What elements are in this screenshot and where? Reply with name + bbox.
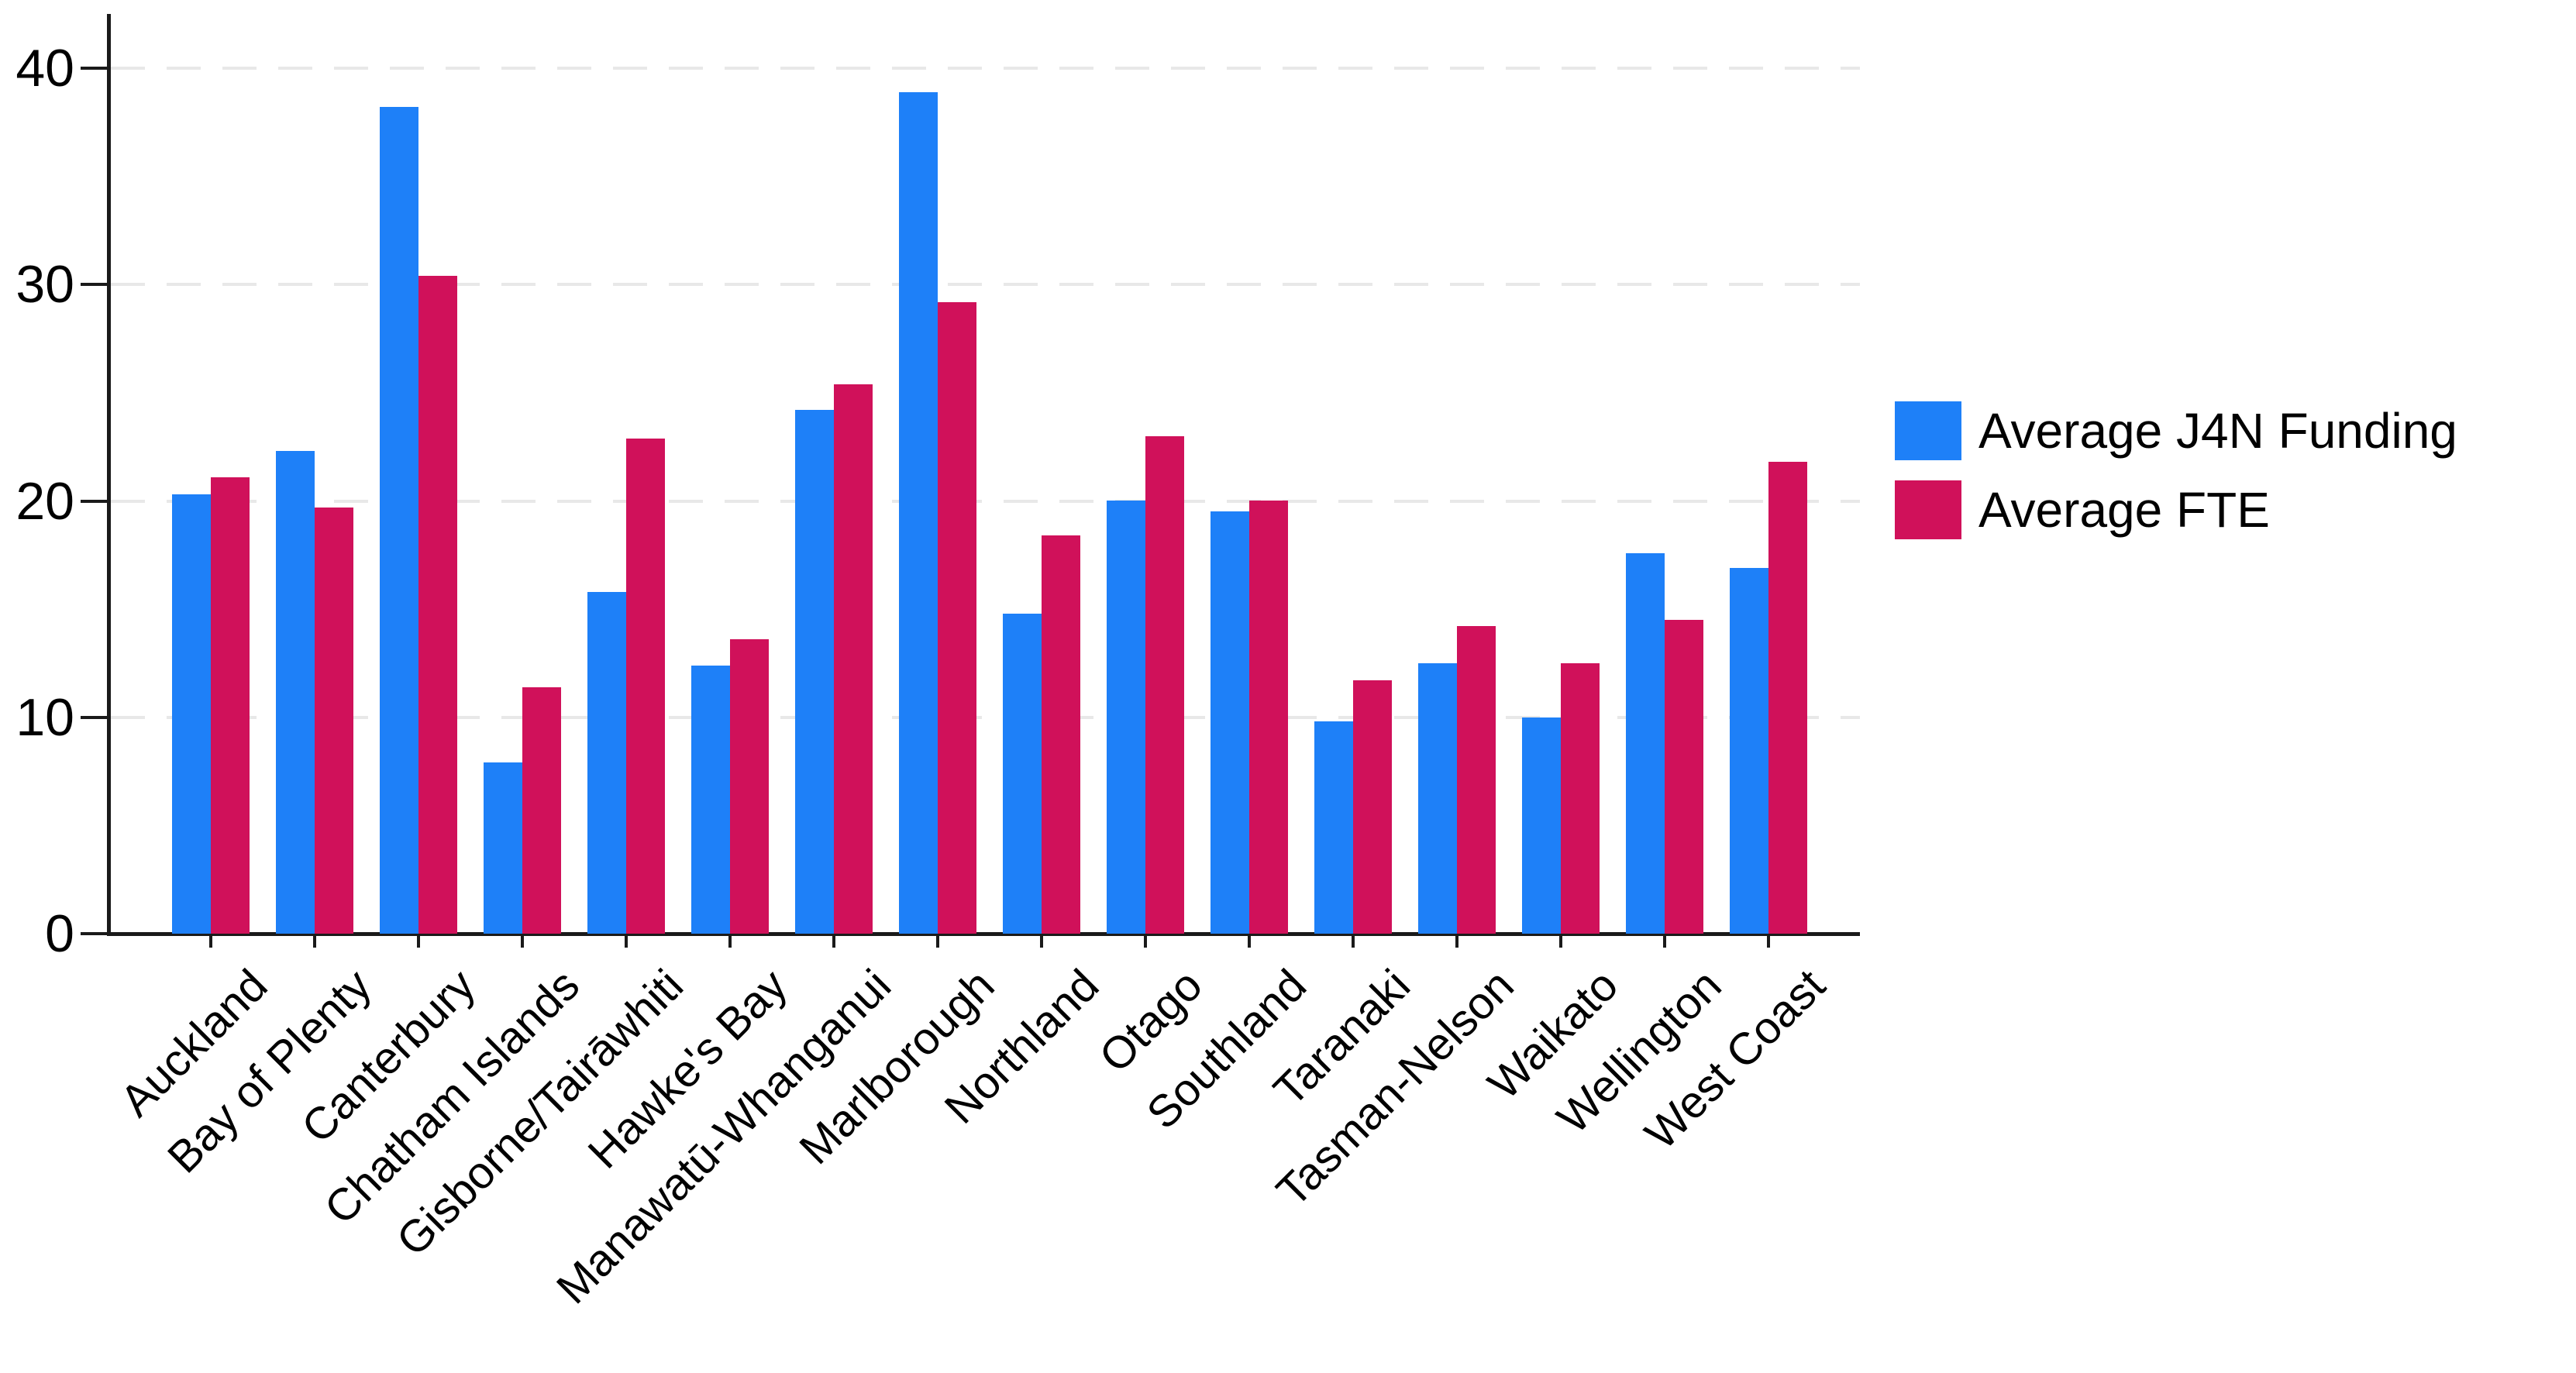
bar-j4n-funding-2	[380, 107, 418, 934]
bar-fte-10	[1249, 501, 1288, 934]
bar-j4n-funding-13	[1522, 717, 1561, 934]
x-axis-tick-9	[1144, 934, 1147, 948]
gridline-y-20	[111, 499, 1860, 503]
y-tick-label-0: 0	[45, 904, 74, 963]
x-axis-tick-11	[1352, 934, 1355, 948]
y-tick-label-10: 10	[15, 687, 74, 747]
bar-j4n-funding-8	[1003, 614, 1042, 934]
x-axis-tick-5	[728, 934, 732, 948]
bar-j4n-funding-11	[1314, 721, 1353, 934]
y-tick-label-30: 30	[15, 255, 74, 315]
bar-j4n-funding-10	[1211, 511, 1249, 934]
legend-item-j4n-funding: Average J4N Funding	[1895, 401, 2457, 460]
x-axis-tick-14	[1663, 934, 1666, 948]
x-axis-tick-0	[209, 934, 212, 948]
bar-fte-12	[1457, 626, 1496, 934]
x-axis-tick-3	[521, 934, 524, 948]
x-axis-tick-13	[1559, 934, 1562, 948]
bar-fte-5	[730, 639, 769, 934]
bar-j4n-funding-15	[1730, 568, 1768, 934]
bar-j4n-funding-1	[276, 451, 315, 934]
x-axis-tick-2	[417, 934, 420, 948]
legend-swatch-blue	[1895, 401, 1961, 460]
x-axis-tick-15	[1767, 934, 1770, 948]
y-axis-tick-30	[81, 283, 108, 287]
bar-j4n-funding-4	[587, 592, 626, 934]
y-axis-tick-40	[81, 67, 108, 70]
y-axis-tick-20	[81, 499, 108, 503]
y-tick-label-40: 40	[15, 39, 74, 98]
x-axis-tick-8	[1040, 934, 1043, 948]
bar-j4n-funding-5	[691, 666, 730, 934]
bar-j4n-funding-12	[1418, 663, 1457, 934]
bar-fte-0	[211, 477, 250, 934]
bar-j4n-funding-14	[1626, 553, 1665, 934]
bar-fte-6	[834, 384, 873, 934]
bar-j4n-funding-0	[172, 494, 211, 934]
bar-fte-9	[1145, 436, 1184, 934]
legend-label-j4n-funding: Average J4N Funding	[1978, 403, 2457, 459]
x-axis-tick-6	[832, 934, 835, 948]
x-axis-tick-12	[1455, 934, 1458, 948]
y-axis-line	[107, 14, 111, 935]
y-axis-tick-0	[81, 932, 108, 935]
legend-swatch-crimson	[1895, 480, 1961, 539]
bar-fte-14	[1665, 620, 1703, 934]
bar-fte-2	[418, 276, 457, 934]
bar-fte-1	[315, 508, 353, 934]
x-axis-tick-10	[1248, 934, 1251, 948]
gridline-y-10	[111, 715, 1860, 719]
gridline-y-30	[111, 283, 1860, 287]
legend: Average J4N Funding Average FTE	[1895, 401, 2457, 559]
bar-fte-11	[1353, 680, 1392, 934]
x-axis-tick-1	[313, 934, 316, 948]
bar-fte-13	[1561, 663, 1600, 934]
bar-j4n-funding-3	[484, 762, 522, 934]
gridline-y-40	[111, 67, 1860, 70]
x-axis-tick-4	[625, 934, 628, 948]
y-axis-tick-10	[81, 715, 108, 719]
bar-j4n-funding-9	[1107, 501, 1145, 934]
bar-j4n-funding-6	[795, 410, 834, 934]
bar-fte-4	[626, 439, 665, 934]
x-axis-line	[107, 932, 1860, 936]
bar-fte-3	[522, 687, 561, 934]
y-tick-label-20: 20	[15, 471, 74, 531]
legend-item-fte: Average FTE	[1895, 480, 2457, 539]
bar-fte-15	[1768, 462, 1807, 934]
legend-label-fte: Average FTE	[1978, 482, 2270, 538]
bar-fte-8	[1042, 535, 1080, 934]
bar-j4n-funding-7	[899, 92, 938, 934]
bar-fte-7	[938, 302, 976, 934]
x-axis-tick-7	[936, 934, 939, 948]
